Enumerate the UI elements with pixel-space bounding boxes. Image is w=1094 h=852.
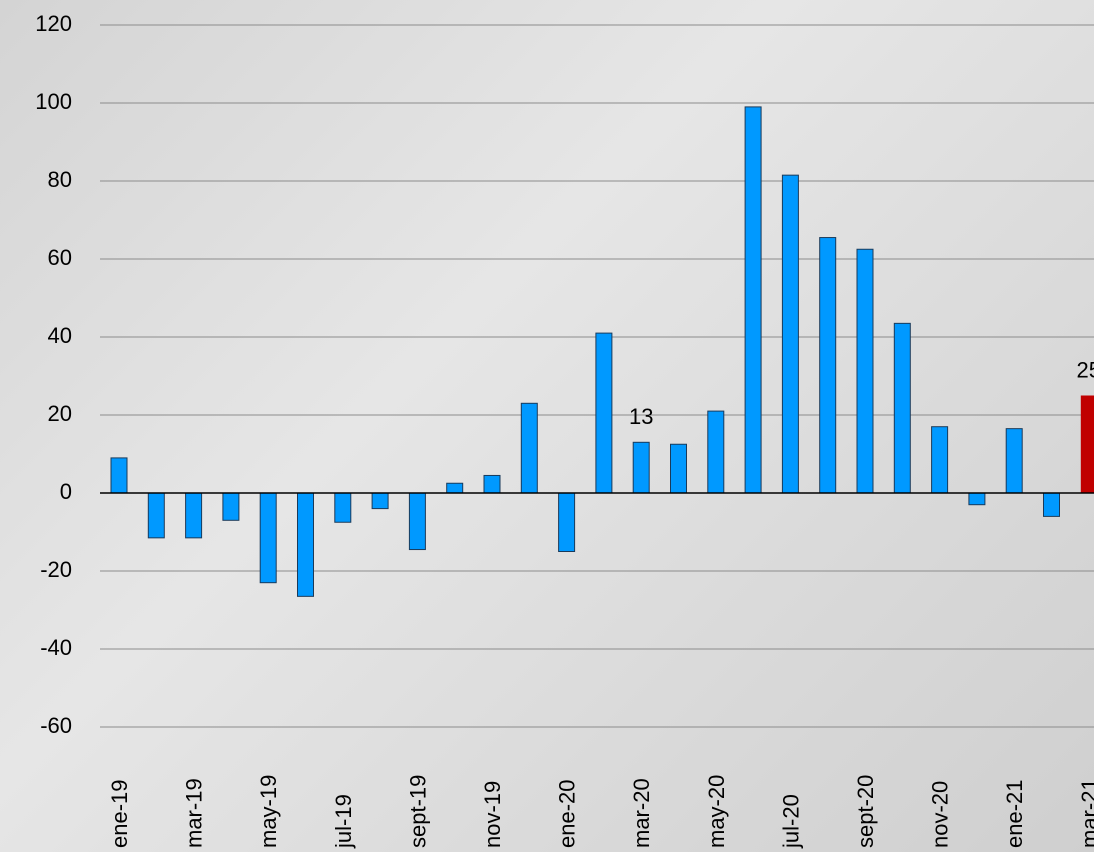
bar	[372, 493, 388, 509]
y-tick-label: 20	[48, 401, 72, 426]
y-tick-label: 120	[35, 11, 72, 36]
bar	[857, 249, 873, 493]
bar	[1006, 429, 1022, 493]
x-tick-label: ene-20	[555, 779, 580, 848]
bar	[447, 483, 463, 493]
x-tick-label: nov-19	[480, 781, 505, 848]
bar	[1044, 493, 1060, 516]
x-tick-label: ene-19	[107, 779, 132, 848]
bar	[596, 333, 612, 493]
data-label: 13	[629, 404, 653, 429]
bar	[820, 238, 836, 493]
bar	[633, 442, 649, 493]
x-tick-label: sept-20	[853, 775, 878, 848]
x-tick-label: jul-19	[331, 794, 356, 849]
x-tick-label: jul-20	[778, 794, 803, 849]
x-tick-label: sept-19	[405, 775, 430, 848]
y-tick-label: -60	[40, 713, 72, 738]
data-label: 25	[1077, 357, 1094, 382]
bar	[969, 493, 985, 505]
y-tick-label: -20	[40, 557, 72, 582]
bar	[782, 175, 798, 493]
bar	[671, 444, 687, 493]
bar	[484, 475, 500, 493]
bar	[708, 411, 724, 493]
x-tick-label: mar-21	[1077, 778, 1094, 848]
x-tick-label: may-20	[704, 775, 729, 848]
bar	[186, 493, 202, 538]
bar	[111, 458, 127, 493]
x-tick-label: may-19	[256, 775, 281, 848]
y-tick-label: 100	[35, 89, 72, 114]
bar	[932, 427, 948, 493]
x-tick-label: mar-20	[629, 778, 654, 848]
y-tick-label: 40	[48, 323, 72, 348]
bar	[260, 493, 276, 583]
bar	[223, 493, 239, 520]
x-tick-label: nov-20	[928, 781, 953, 848]
bar	[521, 403, 537, 493]
bar	[335, 493, 351, 522]
y-tick-label: 60	[48, 245, 72, 270]
chart: -60 -40 -20 0 20 40 60 80 100 120 ene-19 mar-19 may-…	[0, 0, 1094, 852]
y-tick-label: 80	[48, 167, 72, 192]
bar	[559, 493, 575, 552]
x-tick-label: ene-21	[1002, 779, 1027, 848]
y-tick-label: -40	[40, 635, 72, 660]
bar	[298, 493, 314, 596]
bar	[894, 323, 910, 493]
bar	[409, 493, 425, 550]
bar	[1081, 396, 1094, 494]
x-tick-label: mar-19	[182, 778, 207, 848]
y-tick-label: 0	[60, 479, 72, 504]
bar	[148, 493, 164, 538]
bar	[745, 107, 761, 493]
